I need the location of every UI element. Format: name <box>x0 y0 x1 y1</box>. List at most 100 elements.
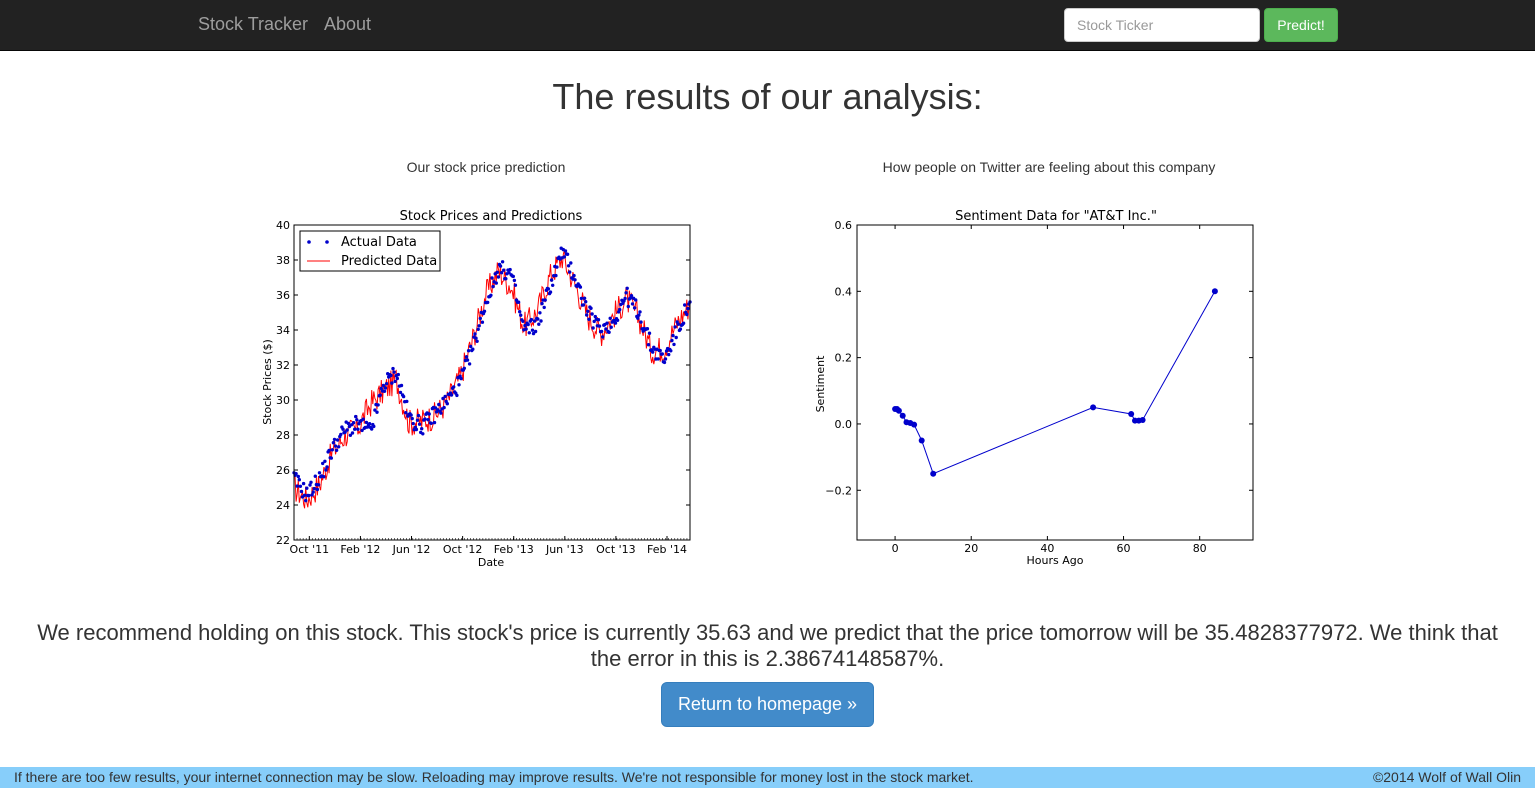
actual-data-point <box>562 255 567 259</box>
stock-ticker-input[interactable] <box>1064 8 1260 42</box>
actual-data-point <box>432 420 437 425</box>
actual-data-point <box>513 283 518 287</box>
sentiment-data-point <box>895 407 902 414</box>
actual-data-point <box>414 427 419 432</box>
actual-data-point <box>489 293 493 297</box>
actual-data-point <box>538 311 542 315</box>
predict-button[interactable]: Predict! <box>1264 8 1338 42</box>
actual-data-point <box>390 381 394 385</box>
actual-data-point <box>325 465 329 469</box>
actual-data-point <box>294 472 298 476</box>
actual-data-point <box>637 313 641 317</box>
actual-data-point <box>469 344 473 349</box>
sentiment-data-point <box>1128 411 1135 417</box>
actual-data-point <box>311 490 315 494</box>
actual-data-point <box>482 309 487 313</box>
actual-data-point <box>527 331 531 335</box>
about-link[interactable]: About <box>324 14 372 34</box>
actual-data-point <box>495 270 499 274</box>
actual-data-point <box>604 327 608 331</box>
actual-data-point <box>361 417 365 421</box>
actual-data-point <box>296 474 300 479</box>
actual-data-point <box>360 428 364 433</box>
stock-x-tick-label: Oct '13 <box>596 543 636 556</box>
actual-data-point <box>579 296 584 301</box>
actual-data-point <box>346 421 350 426</box>
actual-data-point <box>587 317 591 321</box>
actual-data-point <box>597 324 602 328</box>
actual-data-point <box>632 306 637 310</box>
sentiment-x-axis-label: Hours Ago <box>1027 554 1084 567</box>
actual-data-point <box>332 437 337 442</box>
actual-data-point <box>581 303 586 307</box>
legend-predicted-label: Predicted Data <box>341 254 437 269</box>
return-home-button[interactable]: Return to homepage » <box>661 682 874 727</box>
stock-x-tick-label: Jun '13 <box>545 543 584 556</box>
actual-data-point <box>516 300 521 304</box>
actual-data-point <box>331 441 336 445</box>
actual-data-point <box>465 358 470 362</box>
actual-data-point <box>676 322 680 326</box>
actual-data-point <box>373 408 377 412</box>
prediction-caption: Our stock price prediction <box>406 159 566 175</box>
actual-data-point <box>511 274 515 279</box>
actual-data-point <box>647 331 652 335</box>
actual-data-point <box>339 432 343 437</box>
actual-data-point <box>496 275 501 279</box>
actual-data-point <box>429 421 433 425</box>
sentiment-y-tick-label: −0.2 <box>825 484 852 497</box>
actual-data-point <box>455 393 459 398</box>
actual-data-point <box>396 372 400 377</box>
actual-data-point <box>645 327 650 331</box>
stock-plot-area <box>292 246 692 509</box>
sentiment-data-point <box>899 412 906 419</box>
actual-data-point <box>478 316 482 321</box>
actual-data-point <box>409 413 413 417</box>
actual-data-point <box>457 383 461 387</box>
stock-y-tick-label: 36 <box>276 289 290 302</box>
brand-link[interactable]: Stock Tracker <box>198 14 309 34</box>
actual-data-point <box>672 342 676 347</box>
actual-data-point <box>608 316 612 320</box>
actual-data-point <box>596 318 601 322</box>
actual-data-point <box>599 329 604 334</box>
actual-data-point <box>480 320 485 324</box>
actual-data-point <box>542 305 546 310</box>
actual-data-point <box>302 493 307 497</box>
stock-chart-title: Stock Prices and Predictions <box>400 209 583 224</box>
stock-y-tick-label: 30 <box>276 394 290 407</box>
actual-data-point <box>678 327 683 331</box>
actual-data-point <box>427 412 431 416</box>
actual-data-point <box>531 331 536 336</box>
actual-data-point <box>405 399 409 404</box>
stock-y-tick-label: 34 <box>276 324 290 337</box>
actual-data-point <box>462 366 466 370</box>
actual-data-point <box>341 427 345 431</box>
actual-data-point <box>524 327 528 331</box>
actual-data-point <box>421 432 425 436</box>
actual-data-point <box>673 325 677 329</box>
actual-data-point <box>566 264 571 268</box>
actual-data-point <box>309 480 313 484</box>
actual-data-point <box>471 347 475 351</box>
actual-data-point <box>354 414 358 419</box>
actual-data-point <box>624 291 628 295</box>
actual-data-point <box>630 302 635 306</box>
actual-data-point <box>323 459 327 463</box>
stock-price-chart: Stock Prices and Predictions 22 24 26 28 30 3… <box>261 209 692 569</box>
page-title: The results of our analysis: <box>552 76 983 117</box>
actual-data-point <box>646 343 651 347</box>
actual-data-point <box>578 285 583 289</box>
actual-data-point <box>669 349 673 353</box>
actual-data-point <box>299 489 304 494</box>
actual-data-point <box>498 264 503 268</box>
actual-data-point <box>555 265 559 269</box>
actual-data-point <box>310 493 314 497</box>
actual-data-point <box>586 309 590 313</box>
actual-data-point <box>370 427 374 431</box>
actual-data-point <box>364 420 369 425</box>
actual-data-point <box>401 394 406 399</box>
actual-data-point <box>378 393 382 397</box>
actual-data-point <box>663 357 668 361</box>
actual-data-point <box>410 416 414 421</box>
